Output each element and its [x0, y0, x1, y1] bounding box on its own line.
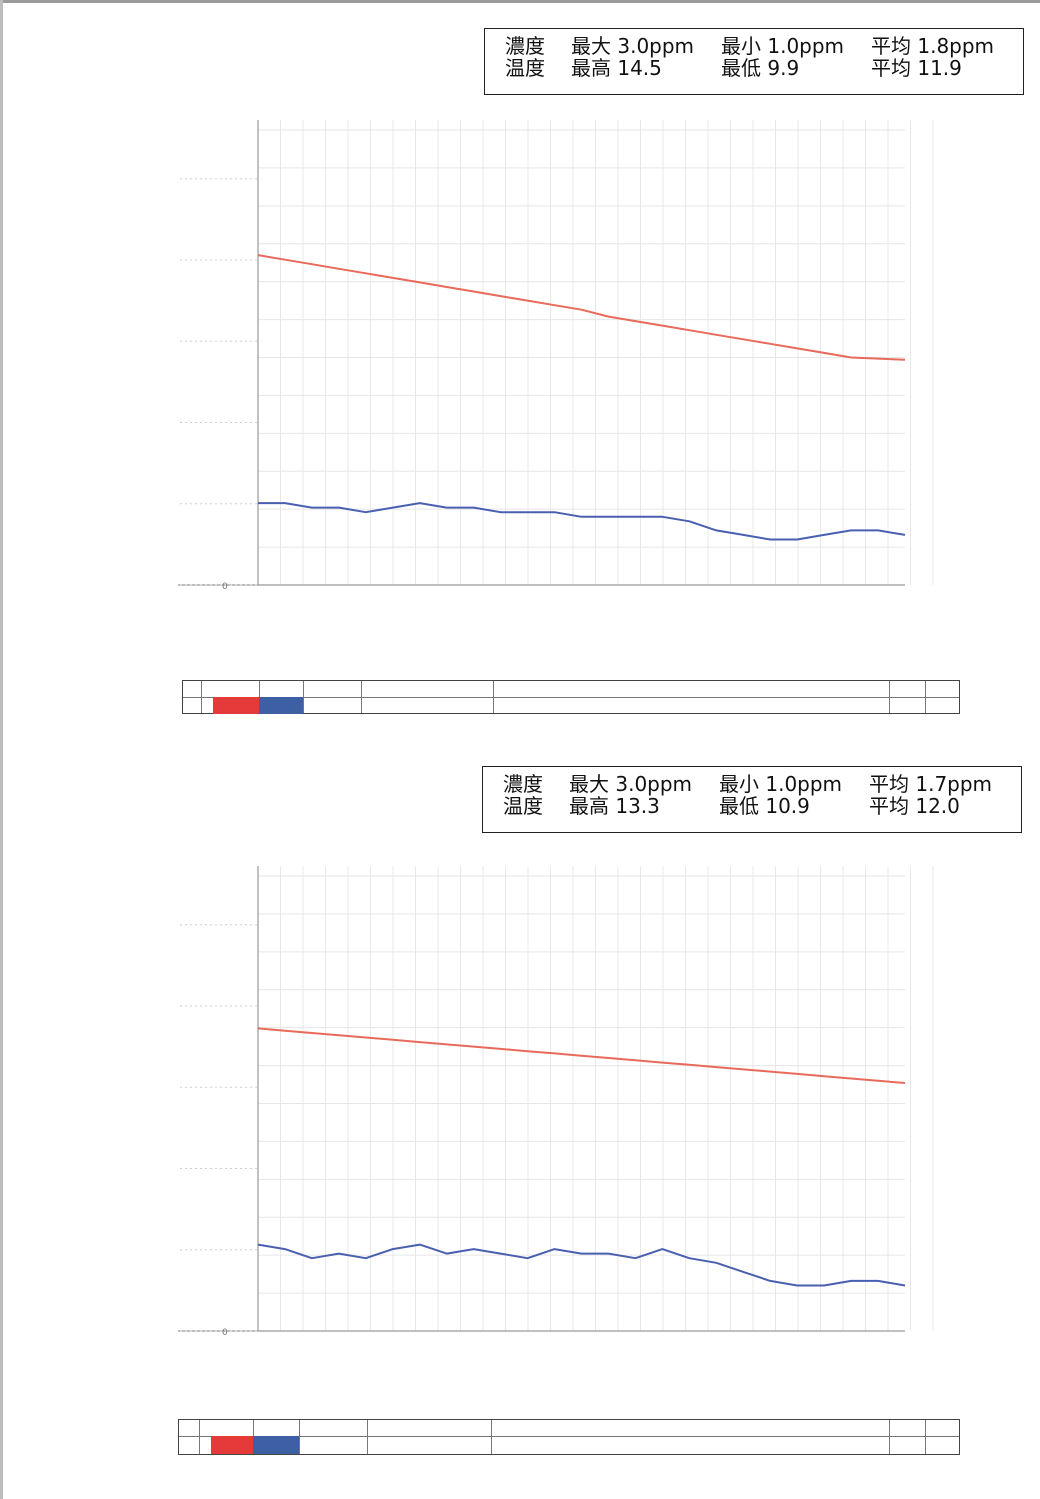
- legend-divider: [183, 697, 959, 698]
- stats-row-temperature: 温度 最高 13.3 最低 10.9 平均 12.0: [503, 795, 1013, 817]
- concentration-series-line: [258, 502, 906, 541]
- stats-min: 最小 1.0ppm: [721, 34, 845, 58]
- legend-divider: [491, 1420, 492, 1454]
- legend-divider: [493, 681, 494, 713]
- y-tick-label: 0: [222, 1328, 228, 1338]
- stats-max: 最大 3.0ppm: [571, 34, 695, 58]
- legend-table-1: [182, 680, 960, 714]
- stats-box-2: 濃度 最大 3.0ppm 最小 1.0ppm 平均 1.7ppm 温度 最高 1…: [482, 766, 1022, 833]
- stats-avg: 平均 1.7ppm: [869, 772, 993, 796]
- legend-divider: [299, 1420, 300, 1454]
- stats-row-concentration: 濃度 最大 3.0ppm 最小 1.0ppm 平均 1.7ppm: [503, 773, 1013, 795]
- stats-avg: 平均 1.8ppm: [871, 34, 995, 58]
- legend-divider: [303, 681, 304, 713]
- stats-min: 最低 9.9: [721, 56, 800, 80]
- stats-row-temperature: 温度 最高 14.5 最低 9.9 平均 11.9: [505, 57, 1015, 79]
- legend-divider: [201, 681, 202, 713]
- concentration-series-line: [257, 1243, 906, 1287]
- stats-max: 最高 14.5: [571, 56, 662, 80]
- legend-table-2: [178, 1419, 960, 1455]
- stats-row-concentration: 濃度 最大 3.0ppm 最小 1.0ppm 平均 1.8ppm: [505, 35, 1015, 57]
- page-border-left: [0, 0, 3, 1499]
- legend-divider: [361, 681, 362, 713]
- temperature-series-line: [257, 1027, 906, 1084]
- stats-label: 濃度: [505, 34, 545, 58]
- legend-swatch-concentration: [253, 1436, 299, 1454]
- line-chart-1: 0: [178, 120, 934, 592]
- legend-divider: [925, 681, 926, 713]
- stats-max: 最大 3.0ppm: [569, 772, 693, 796]
- legend-divider: [199, 1420, 200, 1454]
- legend-divider: [889, 681, 890, 713]
- legend-swatch-temperature: [211, 1436, 253, 1454]
- line-chart-2: 0: [178, 866, 934, 1338]
- stats-min: 最低 10.9: [719, 794, 810, 818]
- y-tick-label: 0: [222, 582, 228, 592]
- page-border-top: [0, 0, 1040, 3]
- legend-divider: [179, 1436, 959, 1437]
- stats-max: 最高 13.3: [569, 794, 660, 818]
- stats-label: 濃度: [503, 772, 543, 796]
- stats-min: 最小 1.0ppm: [719, 772, 843, 796]
- legend-swatch-concentration: [259, 697, 303, 714]
- legend-divider: [367, 1420, 368, 1454]
- stats-box-1: 濃度 最大 3.0ppm 最小 1.0ppm 平均 1.8ppm 温度 最高 1…: [484, 28, 1024, 95]
- legend-divider: [889, 1420, 890, 1454]
- stats-avg: 平均 11.9: [871, 56, 962, 80]
- gridlines: [257, 866, 934, 1332]
- stats-avg: 平均 12.0: [869, 794, 960, 818]
- stats-label: 温度: [503, 794, 543, 818]
- stats-label: 温度: [505, 56, 545, 80]
- gridlines: [257, 120, 934, 586]
- legend-divider: [925, 1420, 926, 1454]
- temperature-series-line: [257, 254, 906, 361]
- legend-swatch-temperature: [213, 697, 259, 714]
